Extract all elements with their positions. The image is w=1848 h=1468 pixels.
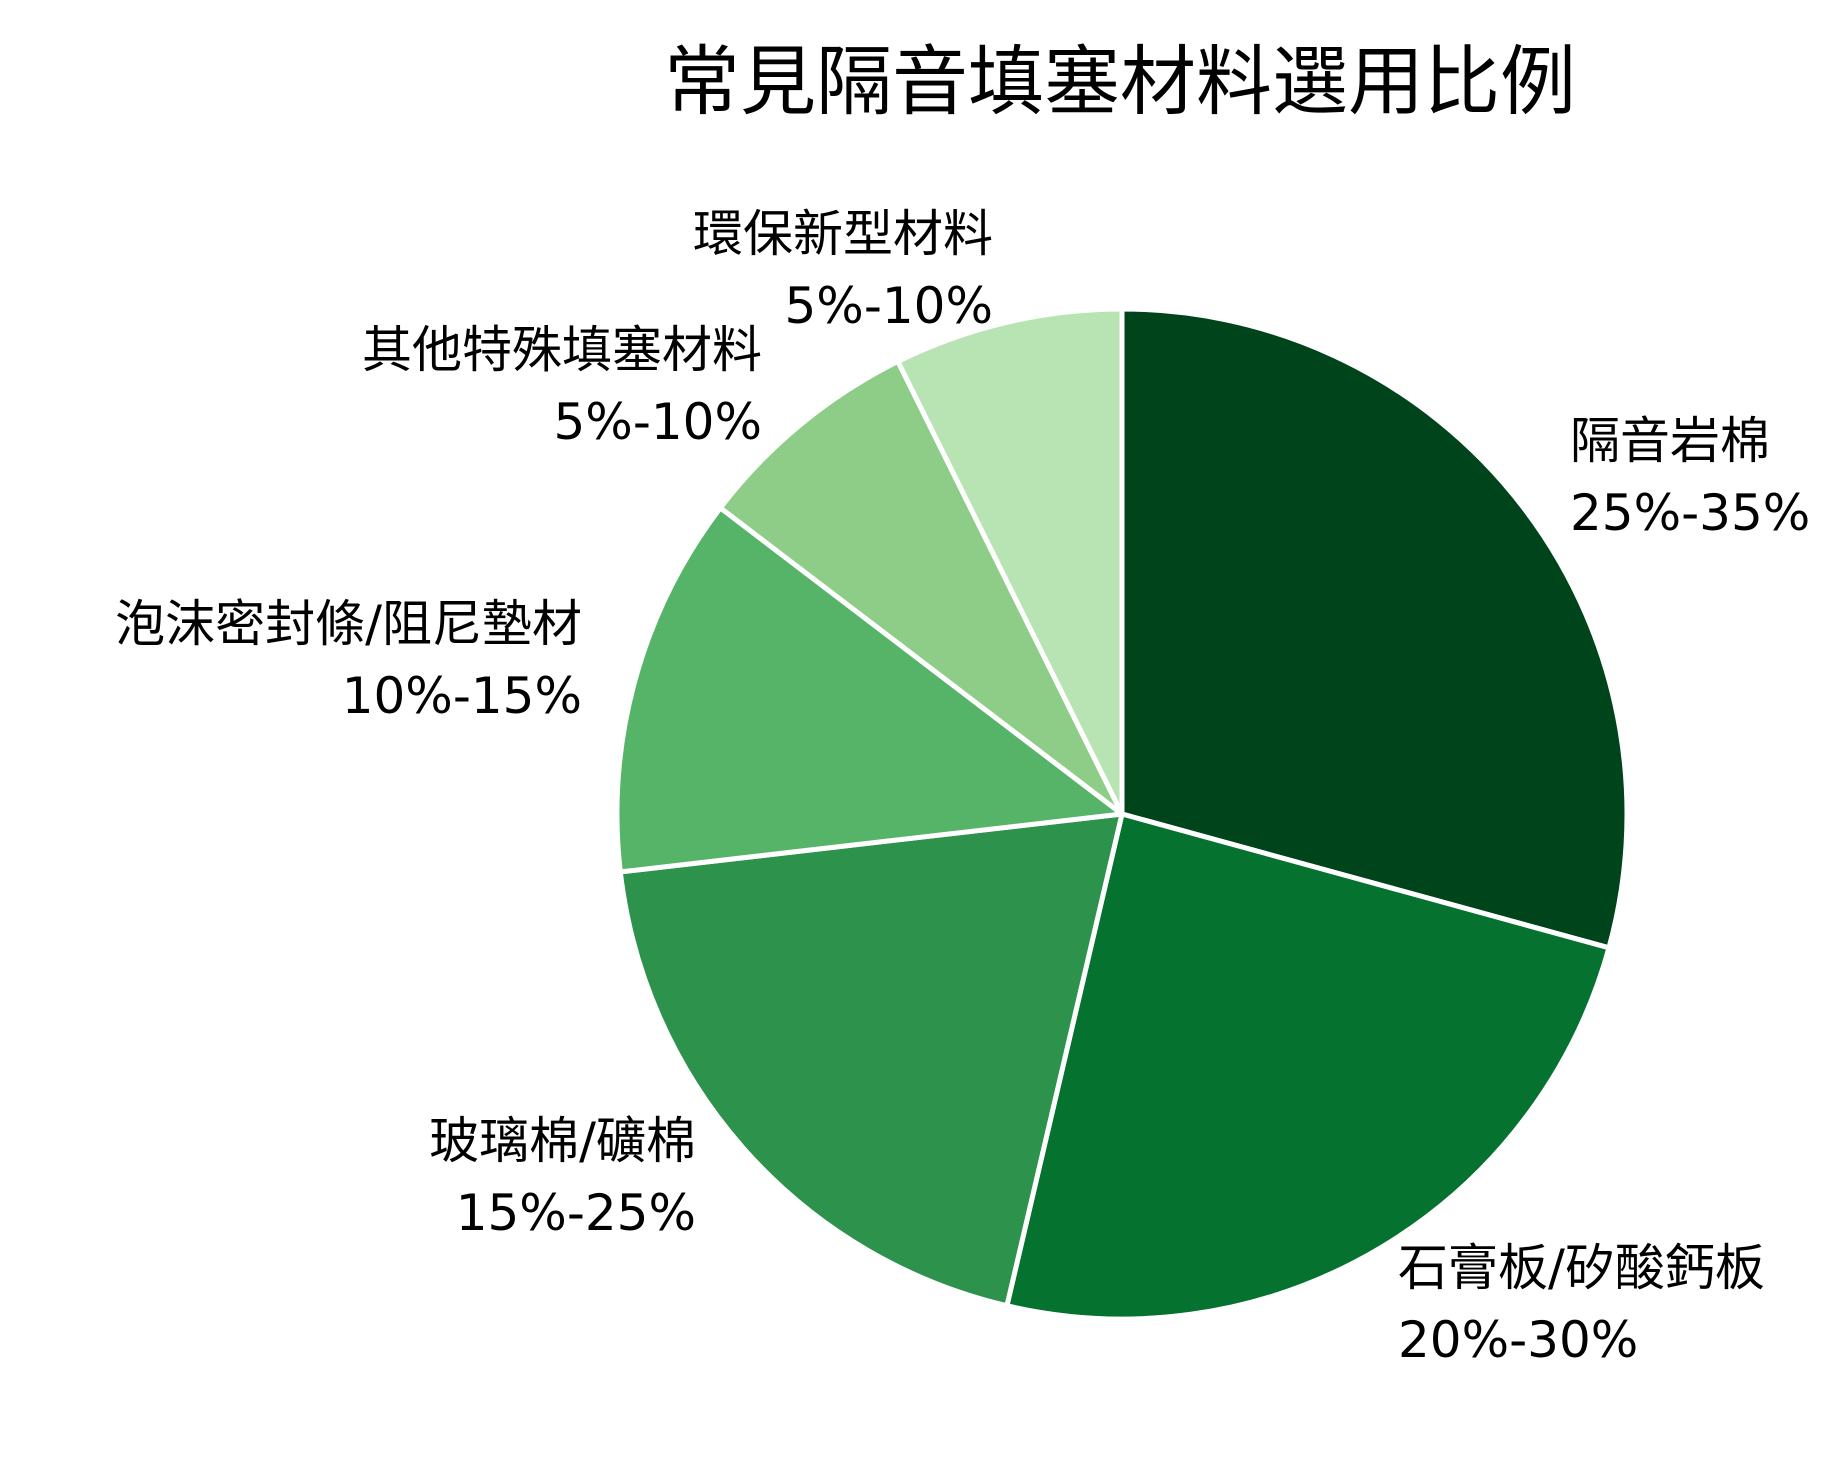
slice-name: 隔音岩棉 [1570,412,1770,470]
slice-label-glass-wool: 玻璃棉/礦棉 15%-25% [429,1105,696,1249]
slice-label-eco-material: 環保新型材料 5%-10% [693,198,993,342]
slice-label-other-special: 其他特殊填塞材料 5%-10% [362,314,762,458]
pie-slice-gypsum-board [1004,811,1612,1322]
slice-label-gypsum-board: 石膏板/矽酸鈣板 20%-30% [1398,1232,1765,1376]
pie-slice-foam-seal [614,505,1125,875]
slice-name: 其他特殊填塞材料 [362,321,762,379]
slice-range: 15%-25% [455,1184,696,1242]
slice-name: 泡沫密封條/阻尼墊材 [115,595,582,653]
slice-range: 25%-35% [1570,484,1811,542]
slice-range: 5%-10% [784,277,994,335]
chart-title: 常見隔音填塞材料選用比例 [664,37,1576,126]
pie-slice-rockwool [1119,306,1630,951]
slice-name: 環保新型材料 [693,205,993,263]
pie-slice-other-special [717,358,1125,817]
slice-name: 石膏板/矽酸鈣板 [1398,1239,1765,1297]
slice-label-foam-seal: 泡沫密封條/阻尼墊材 10%-15% [115,588,582,732]
slice-name: 玻璃棉/礦棉 [429,1112,696,1170]
slice-range: 10%-15% [341,667,582,725]
slice-range: 5%-10% [553,393,763,451]
slice-label-rockwool: 隔音岩棉 25%-35% [1570,405,1810,549]
pie-slice-eco-material [895,306,1125,817]
slice-range: 20%-30% [1398,1311,1639,1369]
pie-slice-glass-wool [617,811,1125,1309]
